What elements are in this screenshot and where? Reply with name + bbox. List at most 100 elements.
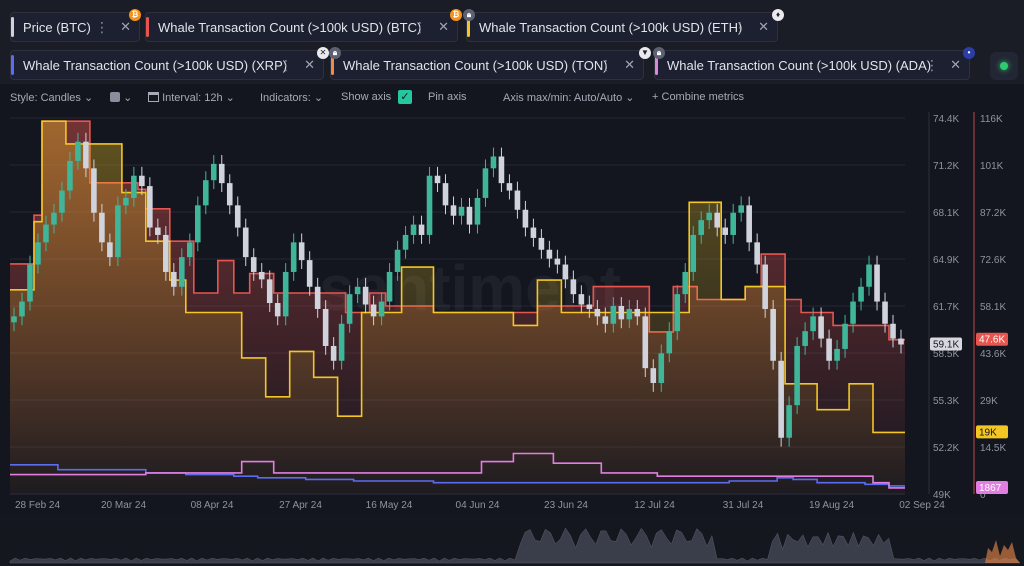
style-dropdown[interactable]: Style: Candles ⌄: [10, 91, 93, 104]
tab-price-btc[interactable]: Price (BTC) ⋮ ✕ ₿: [10, 9, 141, 42]
show-axis-checkbox[interactable]: ✓: [398, 90, 412, 104]
value-badge: [930, 337, 962, 351]
plus-icon: +: [652, 91, 659, 103]
axis-maxmin-dropdown[interactable]: Axis max/min: Auto/Auto ⌄: [503, 91, 635, 104]
candle-body: [898, 338, 904, 345]
indicators-dropdown[interactable]: Indicators: ⌄: [260, 91, 323, 104]
style-label: Style: Candles: [10, 92, 81, 104]
axis-maxmin-label: Axis max/min: Auto/Auto: [503, 92, 623, 104]
candle-body: [858, 286, 864, 302]
pin-axis-toggle[interactable]: Pin axis: [428, 91, 467, 103]
series-line: [10, 120, 905, 434]
x-tick-label: 04 Jun 24: [456, 500, 500, 511]
candle-body: [642, 316, 649, 369]
series-line: [10, 452, 905, 489]
xrp-icon: ✕: [317, 47, 329, 59]
chevron-down-icon: ⌄: [625, 92, 635, 104]
candle-body: [171, 271, 177, 287]
price-tick-label: 61.7K: [933, 302, 959, 313]
candle-body: [770, 308, 776, 361]
candle-body: [578, 294, 585, 305]
chart-toolbar: Style: Candles ⌄ ⌄ Interval: 12h ⌄ Indic…: [0, 86, 1024, 110]
tab-whale-eth[interactable]: Whale Transaction Count (>100k USD) (ETH…: [463, 9, 784, 42]
candle-body: [210, 163, 217, 181]
candle-body: [626, 308, 633, 320]
x-tick-label: 12 Jul 24: [634, 500, 675, 511]
close-icon[interactable]: ✕: [758, 19, 769, 34]
candle-body: [59, 190, 65, 213]
price-tick-label: 71.2K: [933, 161, 959, 172]
candle-body: [418, 224, 425, 235]
interval-dropdown[interactable]: Interval: 12h ⌄: [148, 91, 235, 104]
tab-whale-ada[interactable]: Whale Transaction Count (>100k USD) (ADA…: [653, 47, 975, 80]
tab-whale-btc[interactable]: Whale Transaction Count (>100k USD) (BTC…: [145, 9, 462, 42]
count-tick-label: 87.2K: [980, 208, 1006, 219]
candle-body: [298, 242, 305, 261]
candle-body: [242, 227, 249, 258]
candle-body: [722, 227, 728, 235]
candle-body: [274, 303, 281, 317]
more-options-icon[interactable]: ⋮: [599, 56, 613, 73]
color-picker-dropdown[interactable]: ⌄: [110, 91, 132, 104]
more-options-icon[interactable]: ⋮: [279, 56, 293, 73]
candle-body: [466, 206, 473, 225]
candle-body: [634, 308, 641, 317]
candle-body: [706, 212, 713, 221]
candle-body: [754, 242, 760, 265]
candle-body: [514, 190, 521, 210]
candle-body: [314, 286, 321, 309]
lock-icon: 🔒︎: [463, 9, 475, 21]
close-icon[interactable]: ✕: [438, 19, 449, 34]
add-metric-button[interactable]: [990, 52, 1018, 80]
count-tick-label: 101K: [980, 161, 1004, 172]
tab-color-bar: [11, 17, 14, 37]
candle-body: [83, 141, 89, 169]
more-options-icon[interactable]: ⋮: [925, 56, 939, 73]
candle-body: [834, 348, 840, 361]
candle-body: [450, 205, 457, 216]
more-options-icon[interactable]: ⋮: [413, 18, 427, 35]
eth-icon: ♦: [772, 9, 784, 21]
candle-body: [714, 212, 721, 228]
candle-body: [442, 183, 449, 206]
candle-body: [850, 301, 856, 324]
candle-body: [218, 163, 225, 184]
candle-body: [802, 331, 808, 346]
count-tick-label: 29K: [980, 396, 998, 407]
candle-body: [818, 316, 824, 339]
navigator[interactable]: [0, 514, 1024, 566]
candle-body: [434, 175, 441, 184]
close-icon[interactable]: ✕: [624, 57, 635, 72]
more-options-icon[interactable]: ⋮: [733, 18, 747, 35]
candle-body: [11, 316, 17, 323]
tab-whale-xrp[interactable]: Whale Transaction Count (>100k USD) (XRP…: [10, 47, 329, 80]
ada-icon: •: [963, 47, 975, 59]
close-icon[interactable]: ✕: [120, 19, 131, 34]
axes: 74.4K 71.2K 68.1K 64.9K 61.7K 58.5K 55.3K 52.2K…: [10, 112, 1006, 511]
candle-body: [258, 271, 265, 280]
candle-body: [746, 205, 752, 243]
combine-metrics-button[interactable]: + Combine metrics: [652, 91, 744, 103]
close-icon[interactable]: ✕: [950, 57, 961, 72]
x-tick-label: 02 Sep 24: [899, 500, 945, 511]
more-options-icon[interactable]: ⋮: [95, 18, 109, 35]
candle-body: [370, 304, 377, 317]
tab-color-bar: [655, 55, 658, 75]
candle-body: [338, 323, 345, 361]
chevron-down-icon: ⌄: [123, 92, 133, 104]
candle-body: [51, 212, 57, 225]
navigator-volume: [9, 527, 1021, 564]
tab-whale-ton[interactable]: Whale Transaction Count (>100k USD) (TON…: [329, 47, 651, 80]
chevron-down-icon: ⌄: [84, 92, 94, 104]
count-tick-label: 0: [980, 490, 986, 501]
candle-body: [650, 368, 657, 383]
calendar-icon: [148, 92, 159, 102]
candle-body: [43, 224, 49, 243]
x-tick-label: 23 Jun 24: [544, 500, 588, 511]
candle-body: [498, 156, 505, 184]
candle-body: [594, 308, 601, 317]
combine-metrics-label: Combine metrics: [661, 91, 745, 103]
candle-body: [522, 209, 529, 228]
close-icon[interactable]: ✕: [304, 57, 315, 72]
